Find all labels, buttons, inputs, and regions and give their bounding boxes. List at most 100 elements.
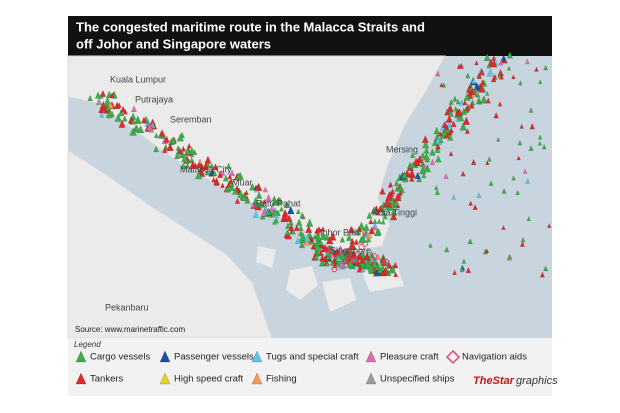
ship-marker <box>525 178 531 184</box>
ship-marker <box>447 129 453 136</box>
ship-marker <box>471 77 477 84</box>
ship-marker <box>529 123 535 130</box>
ship-marker <box>518 80 523 86</box>
ship-marker <box>371 260 378 268</box>
ship-marker <box>220 170 226 176</box>
ship-marker <box>319 254 326 262</box>
ship-marker <box>480 96 487 104</box>
nav-aid <box>344 248 351 255</box>
legend-symbol <box>75 372 87 385</box>
ship-marker <box>452 95 458 102</box>
ship-marker <box>306 230 313 238</box>
ship-marker <box>473 87 479 94</box>
ship-marker <box>409 151 416 158</box>
ship-marker <box>298 241 306 249</box>
legend-label: Pleasure craft <box>380 352 439 363</box>
ship-marker <box>283 200 291 209</box>
ship-marker <box>345 233 353 241</box>
ship-marker <box>543 64 549 71</box>
ship-marker <box>134 115 142 124</box>
ship-marker <box>121 115 128 122</box>
ship-marker <box>188 146 196 155</box>
ship-marker <box>149 120 156 129</box>
ship-marker <box>439 82 444 88</box>
ship-marker <box>451 194 457 200</box>
ship-marker <box>287 223 295 232</box>
ship-marker <box>357 253 363 260</box>
ship-marker <box>434 184 439 190</box>
ship-marker <box>136 124 145 134</box>
ship-marker <box>329 260 335 266</box>
ship-marker <box>476 73 482 79</box>
ship-marker <box>295 208 301 215</box>
ship-marker <box>118 119 126 128</box>
ship-marker <box>422 140 430 149</box>
ship-marker <box>468 200 473 206</box>
ship-marker <box>473 81 481 91</box>
ship-marker <box>244 189 249 196</box>
ship-marker <box>500 54 507 62</box>
ship-marker <box>116 102 122 108</box>
ship-marker <box>492 73 498 80</box>
ship-marker <box>455 107 464 117</box>
ship-marker <box>281 212 289 221</box>
ship-marker <box>501 224 506 230</box>
ship-marker <box>382 213 388 220</box>
nav-aid <box>331 266 338 273</box>
ship-marker <box>252 210 260 218</box>
ship-marker <box>498 59 504 66</box>
ship-marker <box>252 196 259 205</box>
nav-aid <box>338 254 345 261</box>
ship-marker <box>163 135 170 143</box>
ship-marker <box>475 92 481 98</box>
ship-marker <box>446 121 453 129</box>
ship-marker <box>486 68 495 77</box>
ship-marker <box>369 255 375 263</box>
ship-marker <box>547 223 552 228</box>
ship-marker <box>298 224 304 231</box>
ship-marker <box>109 92 115 99</box>
ship-marker <box>364 252 370 260</box>
ship-marker <box>459 99 465 106</box>
ship-marker <box>299 231 307 241</box>
source: Source: www.marinetraffic.com <box>75 325 185 334</box>
ship-marker <box>162 146 168 154</box>
ship-marker <box>202 162 210 171</box>
ship-marker <box>421 172 427 179</box>
ship-marker <box>184 146 191 155</box>
ship-marker <box>272 219 277 225</box>
ship-marker <box>483 53 491 62</box>
ship-marker <box>387 181 394 188</box>
ship-marker <box>237 189 245 198</box>
ship-marker <box>409 175 415 182</box>
ship-marker <box>120 105 127 113</box>
ship-marker <box>517 139 523 146</box>
ship-marker <box>342 257 348 264</box>
ship-marker <box>501 187 507 194</box>
ship-marker <box>180 162 187 170</box>
ship-marker <box>180 145 186 152</box>
island <box>362 268 404 292</box>
ship-marker <box>386 261 393 269</box>
ship-marker <box>222 174 229 182</box>
ship-marker <box>453 105 459 112</box>
place-label: Malacca City <box>180 164 232 174</box>
ship-marker <box>228 177 234 184</box>
ship-marker <box>303 233 311 242</box>
ship-marker <box>506 51 514 59</box>
ship-marker <box>181 154 189 163</box>
ship-marker <box>477 84 485 93</box>
ship-marker <box>464 104 471 112</box>
legend-label: Navigation aids <box>462 352 527 363</box>
ship-marker <box>87 94 93 102</box>
ship-marker <box>522 168 528 174</box>
ship-marker <box>538 79 543 85</box>
ship-marker <box>524 58 530 65</box>
ship-marker <box>423 163 432 173</box>
ship-marker <box>315 248 322 255</box>
ship-marker <box>360 261 366 268</box>
ship-marker <box>437 130 443 137</box>
ship-marker <box>519 123 524 129</box>
ship-marker <box>470 158 477 166</box>
